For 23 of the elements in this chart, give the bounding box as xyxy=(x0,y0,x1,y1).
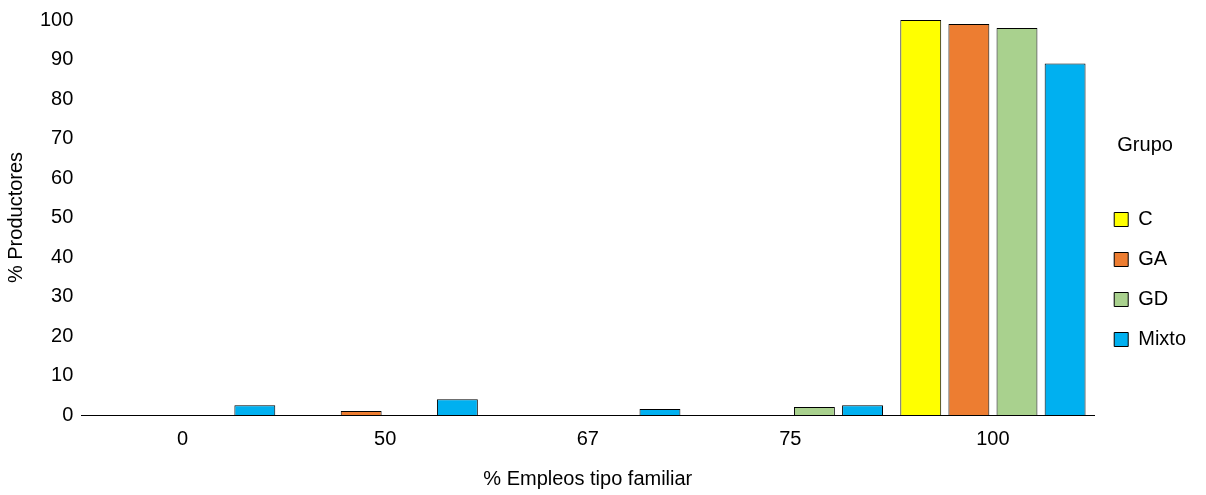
y-tick-label: 0 xyxy=(62,402,74,425)
legend-label: GD xyxy=(1138,287,1169,310)
y-tick-label: 70 xyxy=(51,126,74,149)
y-tick-label: 20 xyxy=(51,323,74,346)
y-tick-label: 90 xyxy=(51,47,74,70)
y-tick-label: 80 xyxy=(51,86,74,109)
x-axis-title: % Empleos tipo familiar xyxy=(483,466,693,489)
y-tick-label: 40 xyxy=(51,244,74,267)
legend-label: GA xyxy=(1138,247,1168,270)
x-tick-label: 67 xyxy=(576,426,599,449)
legend-title: Grupo xyxy=(1117,133,1173,156)
y-tick-label: 60 xyxy=(51,165,74,188)
x-tick-label: 0 xyxy=(177,426,189,449)
y-tick-label: 50 xyxy=(51,205,74,228)
x-tick-label: 50 xyxy=(374,426,397,449)
y-axis-title: % Productores xyxy=(3,151,26,284)
legend-label: Mixto xyxy=(1138,327,1187,350)
y-tick-label: 10 xyxy=(51,363,74,386)
x-tick-label: 75 xyxy=(779,426,802,449)
y-tick-label: 30 xyxy=(51,284,74,307)
x-tick-label: 100 xyxy=(976,426,1010,449)
y-tick-label: 100 xyxy=(39,7,74,30)
legend-label: C xyxy=(1138,207,1153,230)
